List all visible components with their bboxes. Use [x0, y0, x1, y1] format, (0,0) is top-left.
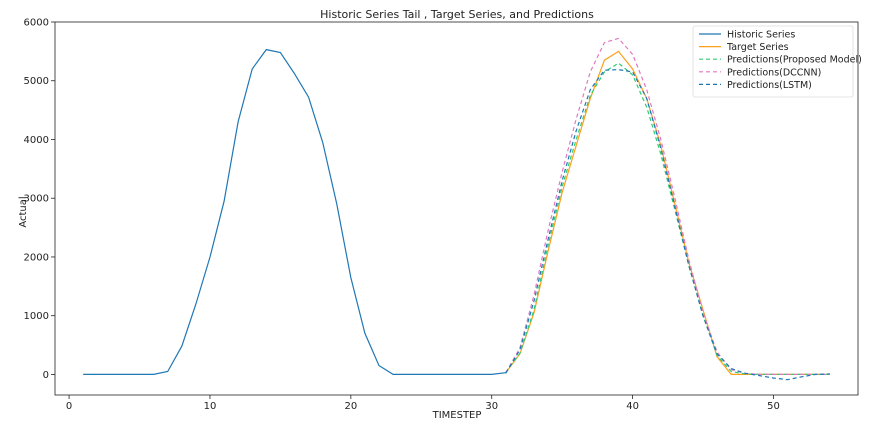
chart-title: Historic Series Tail , Target Series, an… [320, 8, 594, 21]
series-line-4 [505, 68, 830, 381]
y-tick-label: 3000 [24, 194, 49, 205]
x-tick-label: 50 [767, 401, 780, 412]
series-line-3 [505, 37, 830, 375]
y-tick-label: 2000 [24, 252, 49, 263]
x-tick-label: 0 [66, 401, 72, 412]
legend-box [692, 25, 854, 98]
x-tick-label: 40 [626, 401, 639, 412]
legend-label: Predictions(DCCNN) [727, 67, 821, 78]
y-tick-label: 6000 [24, 18, 49, 29]
y-axis-label: Actual [18, 196, 29, 227]
legend-label: Predictions(LSTM) [727, 80, 812, 91]
y-tick-label: 4000 [24, 135, 49, 146]
legend-label: Predictions(Proposed Model) [727, 55, 862, 66]
y-axis: 0 1000 2000 3000 4000 5000 6000 [24, 18, 55, 381]
x-tick-label: 30 [485, 401, 498, 412]
series-line-0 [83, 48, 506, 375]
x-tick-label: 20 [344, 401, 357, 412]
x-axis-label: TIMESTEP [432, 410, 482, 421]
y-tick-label: 1000 [24, 311, 49, 322]
x-axis: 0 10 20 30 40 50 [66, 395, 780, 412]
plot-area [54, 21, 859, 396]
y-tick-label: 5000 [24, 76, 49, 87]
legend-label: Historic Series [727, 30, 795, 41]
y-tick-label: 0 [43, 370, 49, 381]
x-tick-label: 10 [204, 401, 217, 412]
series-line-2 [505, 62, 830, 375]
plot-frame [54, 21, 859, 396]
legend-label: Target Series [726, 42, 789, 53]
